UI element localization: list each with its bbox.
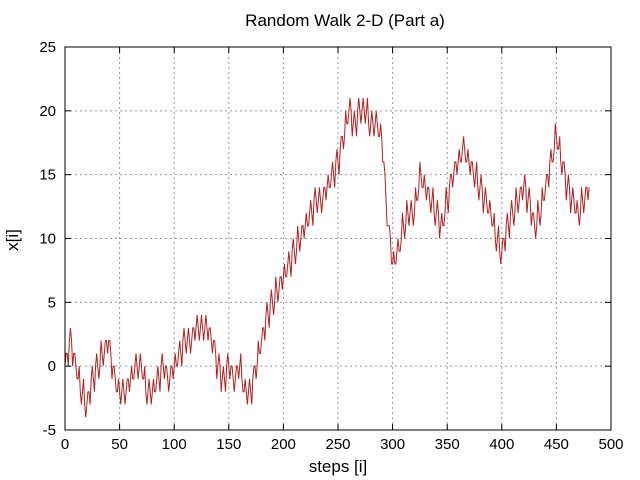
y-axis-label: x[i] bbox=[3, 229, 22, 251]
x-tick-label: 500 bbox=[598, 436, 623, 453]
y-tick-label: 10 bbox=[39, 231, 56, 248]
series-line bbox=[64, 98, 590, 418]
y-tick-label: 15 bbox=[39, 167, 56, 184]
x-axis-label: steps [i] bbox=[309, 457, 368, 476]
grid-lines bbox=[65, 47, 611, 430]
chart-title: Random Walk 2-D (Part a) bbox=[245, 11, 445, 30]
x-tick-label: 150 bbox=[216, 436, 241, 453]
y-tick-label: 25 bbox=[39, 39, 56, 56]
axis-ticks: 0 50 100 150 200 250 300 350 400 450 500 -5 0 5 10 15 20… bbox=[39, 39, 623, 453]
x-tick-label: 400 bbox=[489, 436, 514, 453]
y-tick-label: 0 bbox=[48, 358, 56, 375]
x-tick-label: 350 bbox=[435, 436, 460, 453]
x-tick-label: 0 bbox=[61, 436, 69, 453]
x-tick-label: 50 bbox=[111, 436, 128, 453]
y-tick-label: -5 bbox=[43, 422, 56, 439]
x-tick-label: 300 bbox=[380, 436, 405, 453]
y-tick-label: 20 bbox=[39, 103, 56, 120]
y-tick-label: 5 bbox=[48, 294, 56, 311]
x-tick-label: 450 bbox=[544, 436, 569, 453]
x-tick-label: 200 bbox=[271, 436, 296, 453]
x-tick-label: 250 bbox=[325, 436, 350, 453]
x-tick-label: 100 bbox=[162, 436, 187, 453]
